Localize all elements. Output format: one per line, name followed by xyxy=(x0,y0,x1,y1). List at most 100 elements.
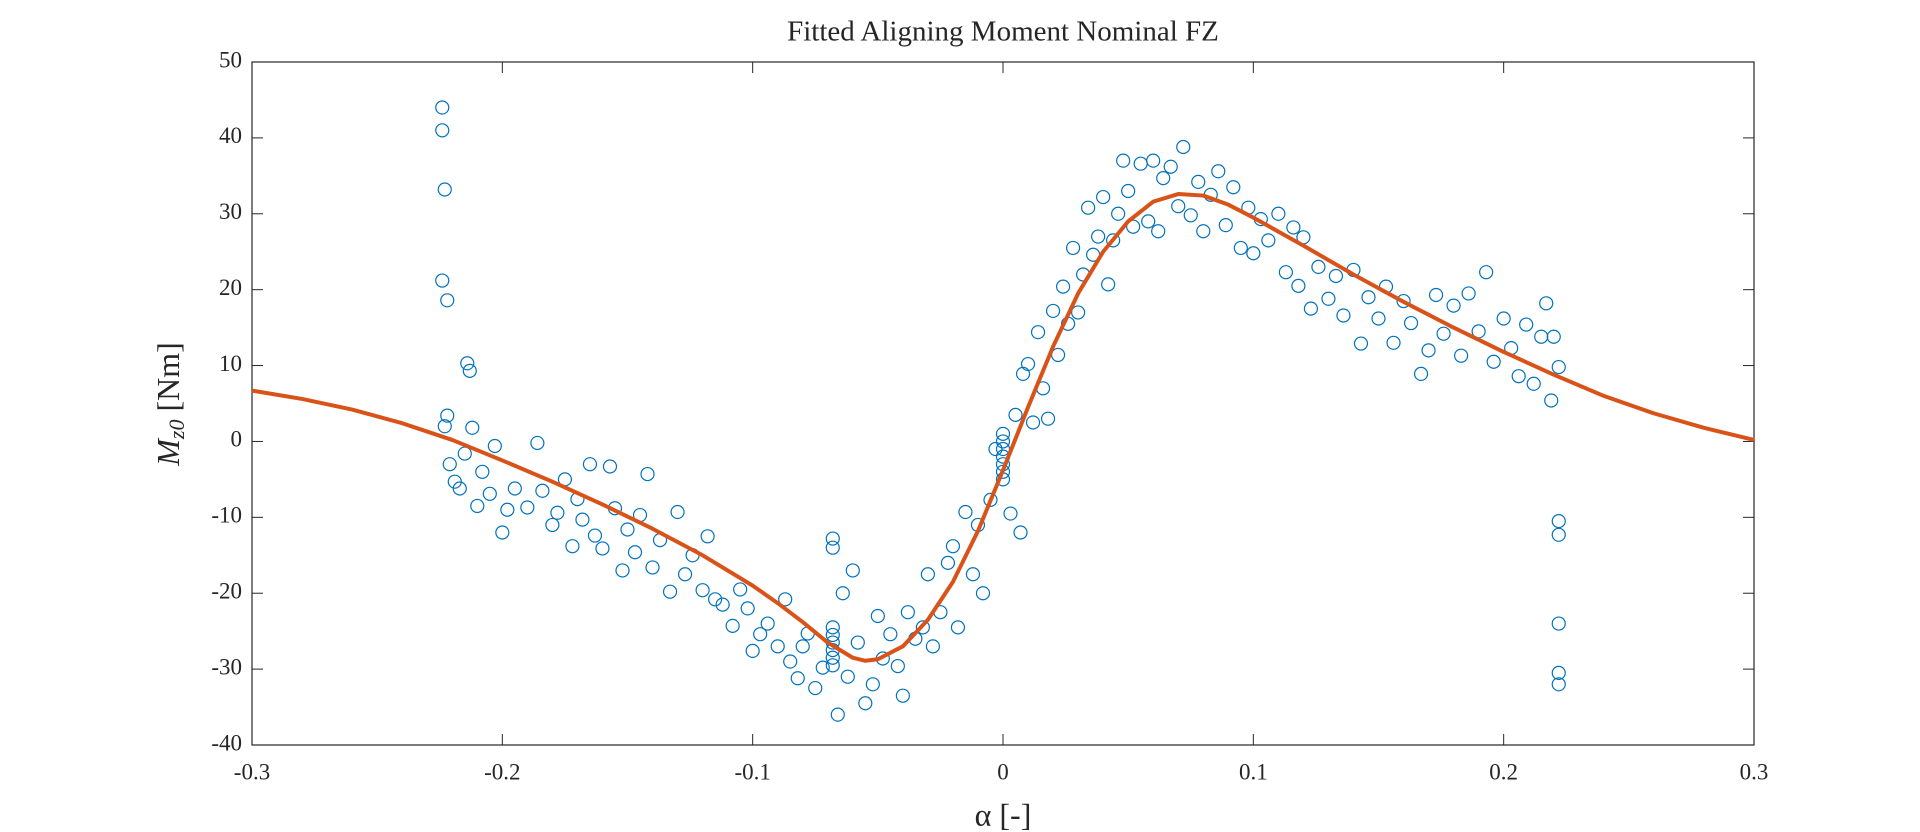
data-point xyxy=(1544,393,1559,408)
data-point xyxy=(1146,153,1161,168)
data-point xyxy=(825,620,840,635)
data-point xyxy=(1196,224,1211,239)
data-point xyxy=(835,586,850,601)
data-point xyxy=(1551,665,1566,681)
data-point xyxy=(988,441,1003,457)
data-point xyxy=(465,420,480,435)
data-point xyxy=(1126,219,1141,234)
data-point xyxy=(470,498,485,514)
data-point xyxy=(790,671,805,686)
x-tick-label: -0.2 xyxy=(484,759,520,784)
data-point xyxy=(1246,246,1261,261)
data-point xyxy=(1183,208,1198,223)
data-point xyxy=(753,627,768,642)
data-point xyxy=(1421,343,1436,358)
data-point xyxy=(1096,189,1111,205)
data-point xyxy=(975,586,991,601)
y-tick-label: -20 xyxy=(211,579,242,604)
data-point xyxy=(662,584,678,599)
data-point xyxy=(1413,366,1429,382)
data-point xyxy=(1003,506,1018,521)
data-point xyxy=(437,419,452,434)
data-point xyxy=(1386,335,1401,350)
data-point xyxy=(830,707,845,722)
data-point xyxy=(670,504,685,520)
data-point xyxy=(565,539,580,554)
data-point xyxy=(808,680,823,696)
data-point xyxy=(1141,214,1156,229)
data-point xyxy=(945,539,961,554)
data-point xyxy=(530,435,545,451)
y-tick-label: 30 xyxy=(219,199,242,224)
data-point xyxy=(760,616,775,631)
data-point xyxy=(708,592,723,607)
data-point xyxy=(745,643,760,658)
data-point xyxy=(983,492,998,507)
y-tick-label: 0 xyxy=(231,427,243,452)
data-point xyxy=(825,627,840,643)
data-point xyxy=(545,517,560,533)
data-point xyxy=(1040,411,1056,426)
data-point xyxy=(1496,311,1511,326)
data-point xyxy=(1106,233,1121,248)
data-point xyxy=(1211,164,1226,179)
data-point xyxy=(462,363,477,378)
data-point xyxy=(1486,354,1501,369)
data-point xyxy=(507,481,522,496)
data-point xyxy=(1271,206,1286,221)
data-point xyxy=(440,408,455,423)
data-point xyxy=(495,525,510,540)
x-axis-label: α [-] xyxy=(975,796,1032,832)
y-label-sub: z0 xyxy=(164,420,189,441)
data-point xyxy=(915,620,930,635)
data-point xyxy=(770,639,785,654)
data-point xyxy=(1461,286,1476,301)
data-point xyxy=(435,100,450,115)
data-point xyxy=(1551,359,1566,375)
data-point xyxy=(958,504,973,520)
data-point xyxy=(815,660,830,675)
data-point xyxy=(740,601,755,616)
y-label-main: M xyxy=(150,437,186,467)
data-point xyxy=(725,618,740,633)
data-point xyxy=(602,459,618,474)
data-point xyxy=(900,605,915,620)
data-point xyxy=(1226,180,1241,195)
data-point xyxy=(695,583,710,598)
y-axis-label: Mz0 [Nm] xyxy=(150,342,189,467)
data-point xyxy=(620,522,635,537)
data-point xyxy=(677,567,693,582)
y-tick-label: -30 xyxy=(211,654,242,679)
data-point xyxy=(1045,303,1061,319)
data-point xyxy=(1025,415,1041,430)
data-point xyxy=(595,541,610,556)
data-point xyxy=(500,502,515,517)
data-point xyxy=(1539,296,1554,311)
data-point xyxy=(1151,224,1166,239)
data-point xyxy=(1286,220,1301,235)
data-point xyxy=(1396,293,1411,309)
data-point xyxy=(950,620,966,635)
data-point xyxy=(535,483,550,498)
data-point xyxy=(895,688,910,703)
plot-box xyxy=(251,61,1755,746)
data-point xyxy=(1218,218,1233,233)
data-point xyxy=(858,696,873,711)
data-point xyxy=(575,512,590,527)
data-point xyxy=(1111,206,1126,221)
fit-line xyxy=(251,192,1755,663)
data-point xyxy=(1551,677,1566,692)
data-point xyxy=(1163,159,1178,174)
data-point xyxy=(1446,298,1461,313)
data-point xyxy=(435,123,450,138)
data-point xyxy=(645,560,660,575)
data-point xyxy=(840,669,855,684)
y-tick-label: 10 xyxy=(219,351,242,376)
data-point xyxy=(1171,199,1186,214)
data-point xyxy=(1311,259,1326,274)
data-point xyxy=(850,635,865,650)
data-point xyxy=(1511,369,1526,384)
data-point xyxy=(1428,287,1444,303)
